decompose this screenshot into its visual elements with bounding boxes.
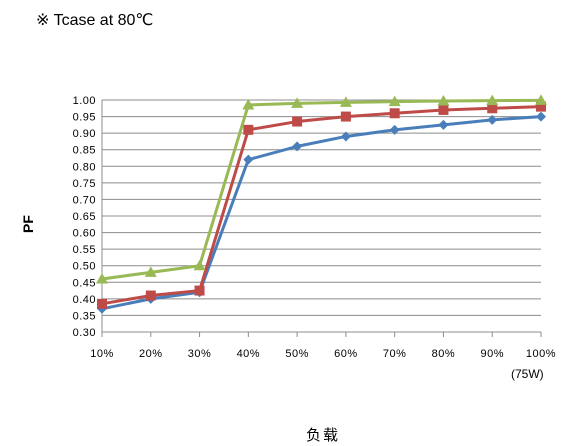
series-point [291,97,304,108]
series-point [243,124,254,135]
series-point [292,116,303,127]
series-point [389,124,400,135]
series-point [243,154,254,165]
axes [101,100,542,337]
x-unit-note: (75W) [511,367,544,381]
y-tick-label: 0.65 [73,211,96,223]
series-point [536,111,546,122]
x-tick-label: 50% [285,348,309,360]
series-point [193,259,206,271]
x-axis-label: 负载 [306,427,340,444]
series-point [437,94,450,106]
series-point [242,98,255,110]
series-point [96,272,108,284]
x-tick-label: 90% [480,348,504,360]
series-point [487,103,498,114]
series-group [96,94,547,314]
x-tick-label: 40% [237,348,261,360]
series-point [292,141,303,152]
series-point [194,285,205,296]
footnote-tcase: ※ Tcase at 80℃ [36,12,154,29]
series-point [438,104,449,115]
y-tick-label: 0.50 [73,261,96,273]
y-tick-label: 0.95 [73,112,96,124]
y-tick-label: 0.90 [73,128,96,140]
series-point [340,131,351,142]
y-tick-labels: 1.00 0.95 0.90 0.85 0.80 0.75 0.70 0.65 0.60 0.55… [73,95,96,339]
y-axis-label: PF [20,215,36,233]
x-tick-label: 70% [383,348,407,360]
y-tick-label: 0.60 [73,228,96,240]
series-point [535,94,547,105]
series-point [340,111,351,122]
y-tick-label: 0.85 [73,145,96,157]
y-tick-label: 0.45 [73,277,96,289]
y-tick-label: 0.35 [73,310,96,322]
series-point [339,96,352,107]
y-tick-label: 0.75 [73,178,96,190]
y-tick-label: 0.70 [73,194,96,206]
series-point [97,298,107,309]
x-tick-label: 80% [432,348,456,360]
series-point [388,95,401,107]
series-line [101,115,542,311]
x-tick-label: 30% [188,348,212,360]
series-point [487,114,498,125]
y-tick-label: 0.55 [73,244,96,256]
x-tick-label: 20% [139,348,163,360]
series-point [536,101,546,112]
series-point [438,119,449,130]
x-tick-labels: 10% 20% 30% 40% 50% 60% 70% 80% 90% 100% [90,348,556,360]
y-tick-label: 0.30 [73,327,96,339]
x-tick-label: 10% [90,348,114,360]
x-tick-label: 60% [334,348,358,360]
series-line [101,105,542,306]
x-tick-label: 100% [526,348,556,360]
series-point [145,290,156,301]
series-point [486,94,499,106]
y-tick-label: 0.80 [73,161,96,173]
series-point [389,108,400,119]
series-line [101,98,542,281]
y-tick-label: 1.00 [73,95,96,107]
y-tick-label: 0.40 [73,294,96,306]
series-point [144,266,157,277]
